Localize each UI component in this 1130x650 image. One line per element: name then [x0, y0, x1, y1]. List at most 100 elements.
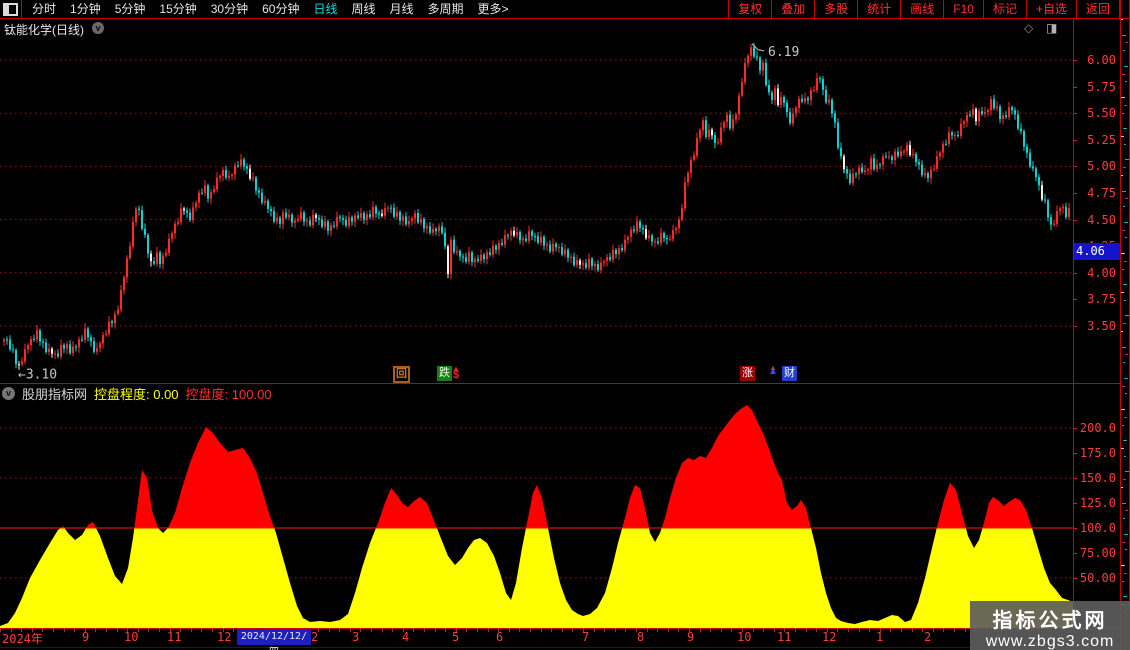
candlestick-chart[interactable]: 6.19 ←3.10	[0, 18, 1073, 383]
time-tick	[509, 628, 510, 632]
marker-dollar-icon[interactable]: ▴ $	[453, 364, 460, 381]
time-axis-label: 11	[777, 630, 792, 644]
marker-fall-icon[interactable]: 跌	[437, 366, 452, 381]
minimap-dash	[1124, 299, 1126, 301]
time-tick	[753, 628, 754, 632]
time-tick	[445, 628, 446, 632]
minimap-dash	[1125, 393, 1127, 395]
time-tick	[901, 628, 902, 632]
toolbar-画线[interactable]: 画线	[900, 0, 943, 18]
time-axis-label: 3	[352, 630, 360, 644]
price-axis-label: 3.50	[1087, 319, 1116, 333]
minimap-dash	[1122, 424, 1124, 426]
toolbar-返回[interactable]: 返回	[1075, 0, 1120, 18]
time-tick	[53, 628, 54, 632]
time-tick	[350, 628, 351, 632]
period-多周期[interactable]: 多周期	[427, 2, 464, 16]
minimap-dash	[1121, 97, 1125, 98]
minimap-dash	[1122, 73, 1125, 75]
minimap-dash	[1123, 128, 1127, 130]
minimap-dash	[1122, 385, 1125, 387]
time-tick	[721, 628, 722, 632]
time-axis-label: 9	[687, 630, 695, 644]
indicator-axis-label: 75.00	[1079, 546, 1116, 560]
time-tick	[869, 628, 870, 632]
time-tick	[806, 628, 807, 632]
marker-rise-icon[interactable]: 涨	[740, 366, 755, 381]
minimap-dash	[1123, 206, 1125, 208]
time-tick	[382, 628, 383, 632]
layout-icon[interactable]	[0, 0, 22, 18]
indicator-axis-label: 175.0	[1079, 446, 1116, 460]
toolbar-叠加[interactable]: 叠加	[771, 0, 814, 18]
price-axis-label: 4.75	[1087, 186, 1116, 200]
marker-finance-icon[interactable]: 财	[782, 366, 797, 381]
period-5分钟[interactable]: 5分钟	[114, 2, 146, 16]
period-更多>[interactable]: 更多>	[477, 2, 509, 16]
time-tick	[583, 628, 584, 632]
time-tick	[212, 628, 213, 632]
minimap-dash	[1123, 284, 1127, 286]
axis-tick	[1073, 272, 1077, 274]
time-tick	[774, 628, 775, 632]
toolbar-统计[interactable]: 统计	[857, 0, 900, 18]
period-30分钟[interactable]: 30分钟	[210, 2, 249, 16]
indicator-area-below	[0, 528, 1073, 628]
time-tick	[424, 628, 425, 632]
minimap-strip[interactable]	[1121, 19, 1130, 628]
time-axis-label: 9	[82, 630, 90, 644]
diamond-icon[interactable]: ◇	[1024, 21, 1034, 35]
time-tick	[710, 628, 711, 632]
panel-separator	[0, 383, 1120, 384]
minimap-dash	[1122, 268, 1124, 270]
time-tick	[678, 628, 679, 632]
time-tick	[965, 628, 966, 632]
indicator-source: 股朋指标网	[22, 386, 88, 402]
period-1分钟[interactable]: 1分钟	[70, 2, 101, 16]
time-tick	[138, 628, 139, 632]
marker-huicai-icon[interactable]: 回	[393, 366, 410, 383]
time-tick	[106, 628, 107, 632]
time-tick	[159, 628, 160, 632]
minimap-dash	[1123, 440, 1127, 442]
toolbar-标记[interactable]: 标记	[982, 0, 1026, 18]
minimap-dash	[1122, 112, 1124, 114]
indicator-axis-label: 125.0	[1079, 496, 1116, 510]
toolbar-多股[interactable]: 多股	[814, 0, 857, 18]
minimap-dash	[1124, 533, 1128, 535]
indicator-chart[interactable]	[0, 383, 1073, 628]
time-axis-label: 10	[737, 630, 752, 644]
time-tick	[329, 628, 330, 632]
indicator-field-2: 控盘度: 100.00	[185, 386, 272, 402]
time-tick	[180, 628, 181, 632]
price-axis-label: 6.00	[1087, 53, 1116, 67]
time-tick	[339, 628, 340, 632]
period-月线[interactable]: 月线	[389, 2, 414, 16]
marker-pyramid-icon[interactable]: ▲ ▲	[768, 365, 778, 377]
toolbar-F10[interactable]: F10	[943, 0, 983, 18]
axis-tick	[1073, 86, 1077, 88]
chevron-down-circle-icon[interactable]: v	[2, 386, 15, 400]
axis-tick	[1073, 219, 1077, 221]
axis-tick	[1073, 299, 1077, 301]
time-tick	[912, 628, 913, 632]
indicator-header: v 股朋指标网 控盘程度: 0.00 控盘度: 100.00	[2, 385, 272, 402]
panel-split-icon[interactable]: ◨	[1046, 21, 1058, 35]
bottom-border	[0, 647, 1120, 648]
period-分时[interactable]: 分时	[32, 2, 57, 16]
time-tick	[731, 628, 732, 632]
period-周线[interactable]: 周线	[351, 2, 376, 16]
period-60分钟[interactable]: 60分钟	[262, 2, 300, 16]
window-split-icon	[3, 2, 18, 16]
toolbar-复权[interactable]: 复权	[728, 0, 771, 18]
time-tick	[392, 628, 393, 632]
axis-border	[1073, 18, 1074, 648]
chevron-down-circle-icon[interactable]: v	[92, 22, 104, 34]
period-日线[interactable]: 日线	[313, 2, 338, 16]
toolbar-+自选[interactable]: +自选	[1025, 0, 1076, 18]
high-annotation-arrow	[751, 43, 765, 52]
time-tick	[784, 628, 785, 632]
minimap-dash	[1121, 487, 1123, 488]
axis-tick	[1073, 326, 1077, 327]
period-15分钟[interactable]: 15分钟	[159, 2, 197, 16]
